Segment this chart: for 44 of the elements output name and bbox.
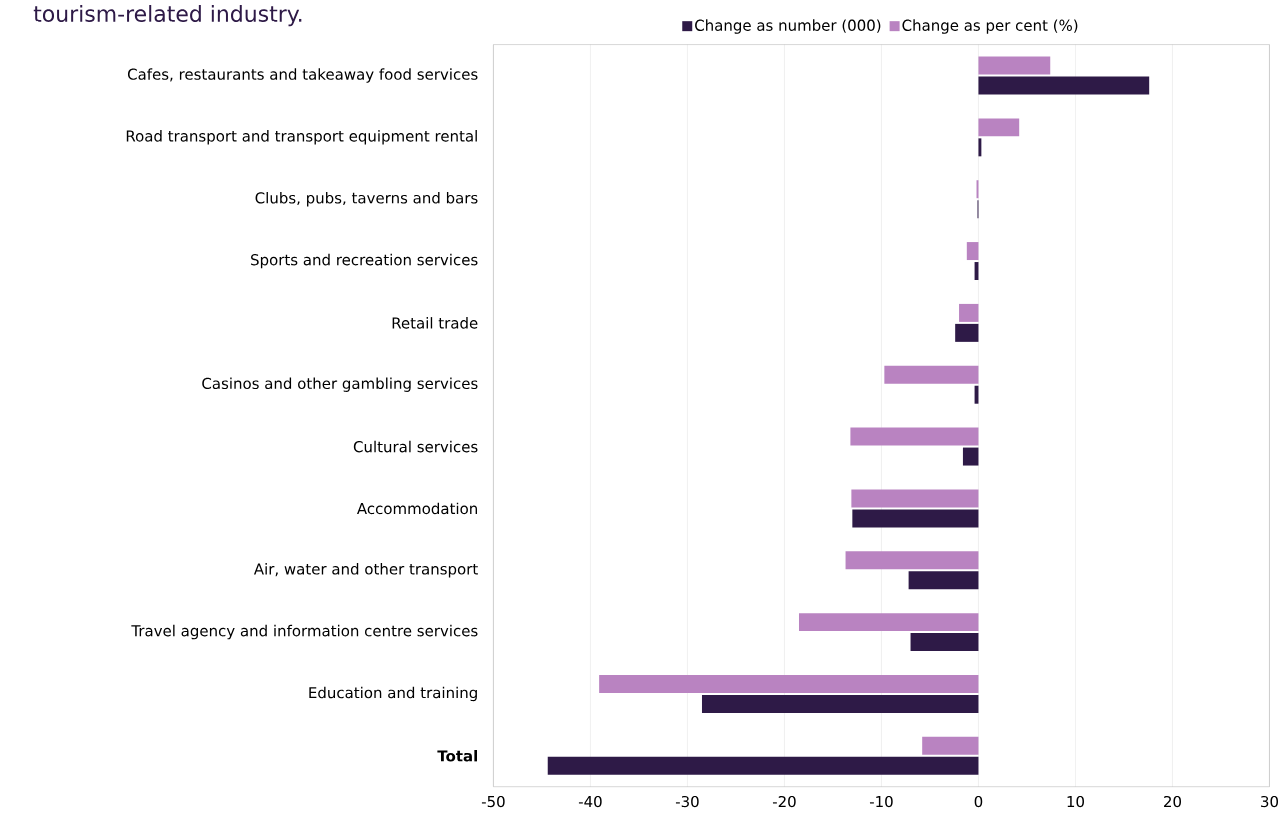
- bar: [910, 633, 979, 652]
- bar: [978, 118, 1020, 137]
- x-tick-label: 10: [1067, 796, 1084, 808]
- y-tick-label: Retail trade: [392, 317, 478, 329]
- y-tick-label: Air, water and other transport: [253, 563, 478, 578]
- y-tick-label: Travel agency and information centre services: [131, 625, 478, 640]
- y-tick-label: Education and training: [309, 686, 477, 702]
- bar: [922, 736, 979, 755]
- y-tick-label: Casinos and other gambling services: [202, 377, 478, 393]
- y-tick-label: Accommodation: [356, 502, 477, 515]
- bar: [798, 613, 979, 632]
- y-tick-label: Clubs, pubs, taverns and bars: [255, 192, 478, 207]
- bar: [959, 304, 979, 323]
- bar: [851, 489, 979, 508]
- bar: [852, 509, 979, 528]
- x-tick-label: 30: [1261, 796, 1279, 808]
- text: tourism-related industry.: [33, 5, 302, 27]
- x-tick-label: 20: [1164, 796, 1182, 808]
- y-tick-label: Sports and recreation services: [251, 253, 478, 269]
- x-tick-label: -10: [869, 796, 893, 808]
- bar: [908, 571, 979, 590]
- bar: [884, 365, 979, 384]
- bar: [599, 675, 979, 694]
- x-tick-label: -30: [675, 796, 699, 808]
- y-tick-label: Cafes, restaurants and takeaway food services: [127, 68, 478, 83]
- bar: [978, 56, 1051, 75]
- y-tick-label: Total: [437, 750, 477, 762]
- bar: [978, 76, 1150, 95]
- bar: [955, 324, 979, 343]
- bar: [845, 551, 979, 570]
- x-tick-label: -50: [481, 796, 505, 808]
- legend-label: Change as number (000): [695, 19, 881, 35]
- bar: [850, 427, 979, 446]
- bar: [966, 242, 979, 261]
- legend-label: Change as per cent (%): [902, 19, 1078, 35]
- bar: [547, 756, 979, 775]
- x-tick-label: 0: [974, 796, 983, 808]
- bar: [978, 138, 982, 157]
- x-tick-label: -20: [772, 796, 796, 808]
- bar: [701, 695, 979, 714]
- y-tick-label: Cultural services: [353, 440, 478, 453]
- bar: [962, 447, 979, 466]
- x-tick-label: -40: [578, 796, 602, 808]
- y-tick-label: Road transport and transport equipment rental: [126, 130, 477, 145]
